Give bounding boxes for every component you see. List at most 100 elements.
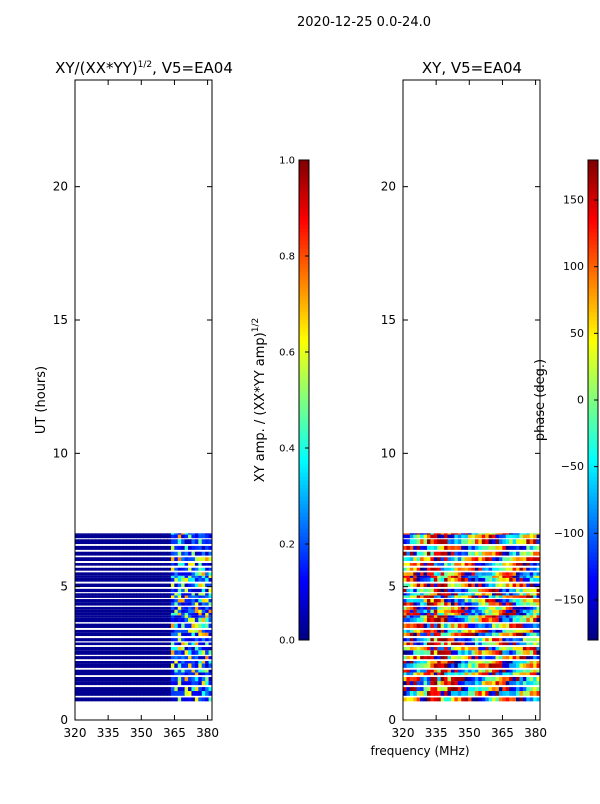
heatmap-cell <box>409 646 414 651</box>
heatmap-cell <box>474 697 479 702</box>
heatmap-cell <box>184 606 189 610</box>
colorbar-segment <box>588 456 598 461</box>
heatmap-cell <box>505 567 510 571</box>
heatmap-cell <box>485 612 490 616</box>
heatmap-cell <box>194 617 199 623</box>
heatmap-cell <box>146 617 151 623</box>
heatmap-cell <box>122 632 127 637</box>
heatmap-cell <box>444 599 448 603</box>
heatmap-cell <box>488 615 493 618</box>
heatmap-cell <box>533 563 537 566</box>
heatmap-cell <box>403 583 407 587</box>
heatmap-cell <box>430 533 435 535</box>
heatmap-cell <box>208 534 212 539</box>
heatmap-cell <box>403 638 407 642</box>
heatmap-cell <box>126 629 131 633</box>
heatmap-cell <box>184 632 189 637</box>
colorbar-amplitude: 0.00.20.40.60.81.0 XY amp. / (XX*YY amp)… <box>251 156 310 647</box>
heatmap-cell <box>413 609 418 613</box>
heatmap-cell <box>461 563 466 566</box>
heatmap-cell <box>170 534 175 539</box>
heatmap-cell <box>205 672 209 676</box>
heatmap-cell <box>481 642 486 646</box>
heatmap-cell <box>88 551 93 556</box>
heatmap-cell <box>105 650 110 655</box>
heatmap-cell <box>461 691 466 696</box>
heatmap-cell <box>526 588 531 593</box>
heatmap-cell <box>191 572 196 576</box>
heatmap-cell <box>126 606 131 610</box>
heatmap-cell <box>116 650 120 655</box>
heatmap-cell <box>495 593 500 596</box>
phase-x-ticks: 320 335 350 365 380 <box>392 80 547 740</box>
heatmap-cell <box>181 646 185 651</box>
heatmap-cell <box>461 676 466 682</box>
heatmap-cell <box>150 642 155 646</box>
heatmap-cell <box>522 563 527 566</box>
heatmap-cell <box>143 623 148 628</box>
heatmap-cell <box>471 609 476 613</box>
colorbar-segment <box>299 484 309 489</box>
heatmap-cell <box>536 681 540 686</box>
heatmap-cell <box>461 534 466 539</box>
heatmap-cell <box>126 612 131 616</box>
heatmap-cell <box>505 606 510 610</box>
heatmap-cell <box>88 623 93 628</box>
heatmap-cell <box>157 533 162 535</box>
heatmap-cell <box>413 583 418 587</box>
heatmap-cell <box>208 572 212 576</box>
heatmap-cell <box>516 615 520 618</box>
heatmap-cell <box>492 533 496 535</box>
heatmap-cell <box>444 602 448 606</box>
heatmap-cell <box>174 577 179 582</box>
heatmap-cell <box>112 595 117 598</box>
heatmap-cell <box>85 534 90 539</box>
heatmap-cell <box>403 623 407 628</box>
heatmap-cell <box>409 539 414 545</box>
heatmap-cell <box>198 572 203 576</box>
heatmap-cell <box>105 638 110 642</box>
heatmap-cell <box>119 629 124 633</box>
heatmap-cell <box>492 697 496 702</box>
heatmap-cell <box>105 593 110 596</box>
heatmap-cell <box>464 615 469 618</box>
heatmap-cell <box>471 551 476 556</box>
heatmap-cell <box>174 656 179 660</box>
heatmap-cell <box>129 533 134 535</box>
heatmap-cell <box>177 681 182 686</box>
heatmap-cell <box>437 557 442 562</box>
heatmap-cell <box>426 629 431 633</box>
heatmap-cell <box>474 663 479 668</box>
heatmap-cell <box>437 663 442 668</box>
heatmap-cell <box>205 557 209 562</box>
heatmap-cell <box>492 567 496 571</box>
heatmap-cell <box>140 646 144 651</box>
heatmap-cell <box>85 577 90 582</box>
heatmap-cell <box>191 660 196 664</box>
heatmap-cell <box>478 629 483 633</box>
heatmap-cell <box>461 660 466 664</box>
colorbar-segment <box>588 280 598 285</box>
heatmap-cell <box>81 575 86 578</box>
heatmap-cell <box>474 669 479 673</box>
heatmap-cell <box>533 629 537 633</box>
heatmap-cell <box>533 545 537 550</box>
heatmap-cell <box>492 663 496 668</box>
heatmap-cell <box>184 595 189 598</box>
heatmap-cell <box>403 681 407 686</box>
heatmap-cell <box>191 676 196 682</box>
colorbar-segment <box>588 228 598 233</box>
heatmap-cell <box>454 593 459 596</box>
heatmap-cell <box>92 602 96 606</box>
heatmap-cell <box>454 642 459 646</box>
heatmap-cell <box>433 629 438 633</box>
heatmap-cell <box>191 539 196 545</box>
heatmap-cell <box>433 572 438 576</box>
heatmap-cell <box>126 572 131 576</box>
heatmap-cell <box>140 642 144 646</box>
heatmap-cell <box>98 577 103 582</box>
heatmap-cell <box>105 697 110 702</box>
colorbar-segment <box>299 540 309 545</box>
heatmap-cell <box>85 575 90 578</box>
heatmap-cell <box>461 545 466 550</box>
